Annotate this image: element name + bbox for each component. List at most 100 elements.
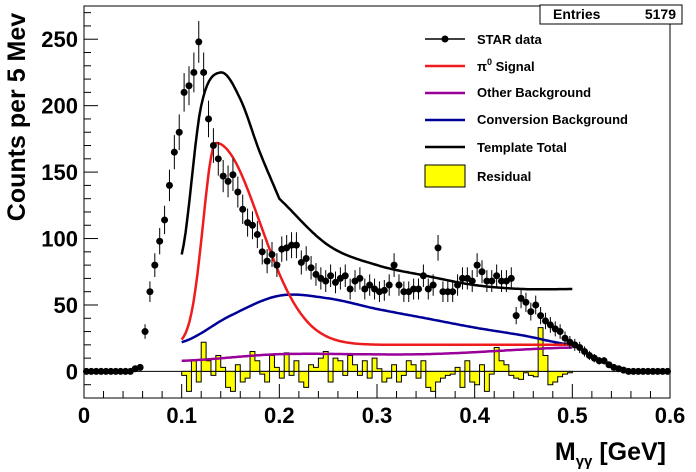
data-point: [209, 142, 217, 150]
data-point: [341, 272, 349, 280]
y-tick-label: 50: [54, 293, 78, 318]
data-point: [532, 301, 540, 309]
data-point: [478, 268, 486, 276]
data-point: [473, 261, 481, 269]
data-point: [629, 367, 637, 375]
data-point: [483, 277, 491, 285]
legend-other-background-label: Other Background: [477, 85, 591, 100]
x-tick-label: 0.1: [166, 403, 197, 428]
data-point: [454, 281, 462, 289]
stats-box-frame: [539, 4, 683, 25]
x-tick-label: 0.5: [557, 403, 588, 428]
data-point: [449, 288, 457, 296]
data-point: [556, 328, 564, 336]
data-point: [424, 285, 432, 293]
data-point: [112, 367, 120, 375]
data-point: [195, 38, 203, 46]
data-point: [517, 294, 525, 302]
data-point: [258, 248, 266, 256]
data-point: [434, 244, 442, 252]
data-point: [444, 288, 452, 296]
legend-star-data-label: STAR data: [477, 32, 543, 47]
legend-star-data-marker: [441, 35, 449, 43]
data-point: [146, 288, 154, 296]
x-axis-title: Mγγ [GeV]: [555, 438, 666, 470]
data-point: [380, 286, 388, 294]
data-point: [624, 367, 632, 375]
stats-entries-value: 5179: [645, 6, 676, 22]
data-point: [400, 288, 408, 296]
data-point: [248, 221, 256, 229]
data-point: [214, 155, 222, 163]
data-point: [664, 367, 672, 375]
conversion-background-curve: [181, 293, 573, 347]
data-point: [419, 272, 427, 280]
data-point: [600, 357, 608, 365]
residual-histogram-path: [181, 327, 573, 392]
data-point: [122, 367, 130, 375]
legend-template-total-label: Template Total: [477, 140, 567, 155]
data-point: [644, 367, 652, 375]
data-point: [268, 250, 276, 258]
data-point: [415, 285, 423, 293]
data-point: [429, 281, 437, 289]
data-point: [468, 277, 476, 285]
data-point: [493, 272, 501, 280]
data-point: [200, 68, 208, 76]
data-point: [541, 317, 549, 325]
data-point: [288, 241, 296, 249]
data-point: [390, 261, 398, 269]
data-point: [151, 261, 159, 269]
data-point: [239, 205, 247, 213]
data-point: [595, 357, 603, 365]
data-point: [366, 281, 374, 289]
data-point: [180, 88, 188, 96]
data-point: [458, 274, 466, 282]
data-point: [654, 367, 662, 375]
data-point: [170, 148, 178, 156]
data-point: [659, 367, 667, 375]
y-axis-title: Counts per 5 Mev: [3, 13, 31, 221]
stats-entries-label: Entries: [553, 6, 601, 22]
data-point: [97, 367, 105, 375]
data-point: [546, 321, 554, 329]
y-tick-label: 150: [41, 160, 78, 185]
data-point: [165, 181, 173, 189]
data-point: [117, 367, 125, 375]
data-point: [273, 261, 281, 269]
x-tick-label: 0: [78, 403, 90, 428]
data-point: [410, 285, 418, 293]
stats-box: Entries 5179: [539, 4, 683, 25]
legend-conversion-background-label: Conversion Background: [477, 112, 628, 127]
data-point: [395, 281, 403, 289]
data-point: [312, 270, 320, 278]
data-point: [175, 128, 183, 136]
data-point: [102, 367, 110, 375]
data-point: [297, 258, 305, 266]
star-data-points: [82, 20, 672, 375]
plot-area: 0 0.1 0.2 0.3 0.4 0.5 0.6 0 50 100 150 200 250: [41, 5, 686, 428]
data-point: [498, 277, 506, 285]
data-point: [385, 281, 393, 289]
data-point: [107, 367, 115, 375]
data-point: [219, 172, 227, 180]
data-point: [161, 216, 169, 224]
data-point: [522, 298, 530, 306]
x-tick-label: 0.2: [264, 403, 295, 428]
x-axis-title-main: M: [555, 438, 576, 466]
data-point: [156, 237, 164, 245]
data-point: [185, 82, 193, 90]
data-point: [527, 308, 535, 316]
data-point: [229, 171, 237, 179]
data-point: [302, 254, 310, 262]
other-background-curve: [181, 346, 573, 363]
x-tick-label: 0.6: [655, 403, 686, 428]
data-point: [253, 231, 261, 239]
pi0-signal-curve: [180, 141, 573, 347]
y-tick-label: 200: [41, 94, 78, 119]
data-point: [292, 241, 300, 249]
data-point: [439, 288, 447, 296]
legend-signal-suffix: Signal: [492, 59, 535, 74]
data-point: [327, 272, 335, 280]
